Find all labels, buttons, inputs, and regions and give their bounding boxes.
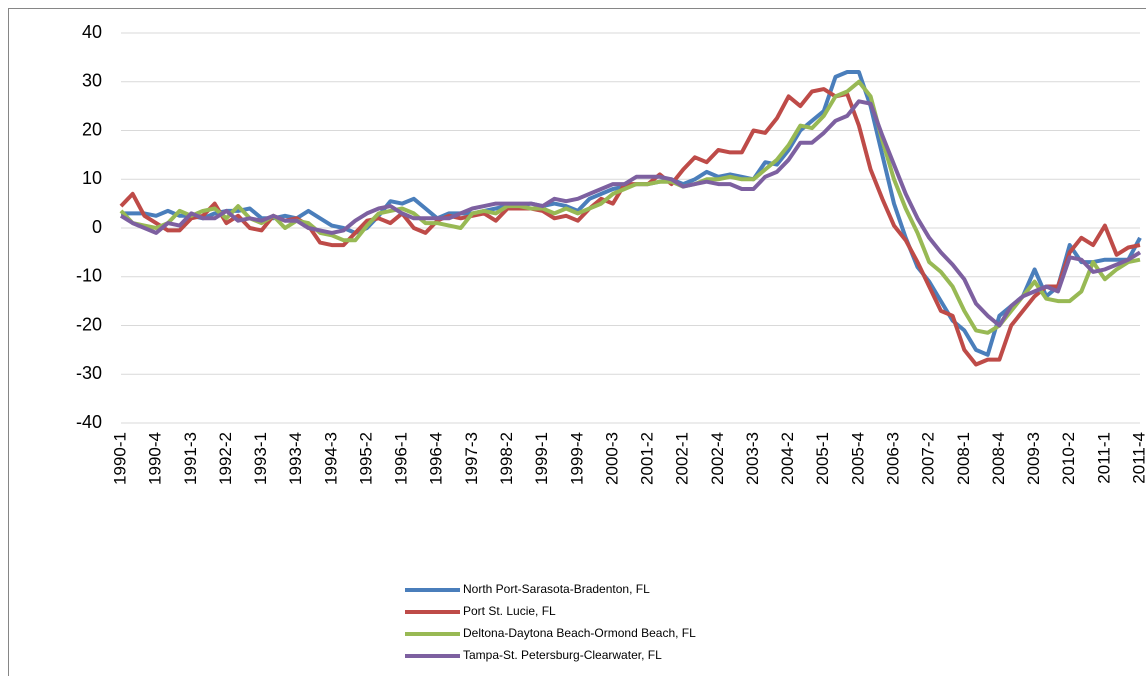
x-tick-label: 2011-4 <box>1129 432 1146 484</box>
series-line <box>121 101 1140 325</box>
x-tick-label: 1997-3 <box>462 432 481 485</box>
y-tick-label: 0 <box>92 217 102 237</box>
x-tick-label: 1999-1 <box>532 432 551 485</box>
x-tick-label: 1996-4 <box>427 432 446 485</box>
legend-label: Deltona-Daytona Beach-Ormond Beach, FL <box>463 626 696 640</box>
legend-label: Port St. Lucie, FL <box>463 604 556 618</box>
x-tick-label: 1998-2 <box>497 432 516 485</box>
x-tick-label: 2010-2 <box>1059 432 1078 485</box>
legend-label: Tampa-St. Petersburg-Clearwater, FL <box>463 648 662 662</box>
x-tick-label: 2005-4 <box>848 432 867 485</box>
x-tick-label: 2003-3 <box>743 432 762 485</box>
x-tick-label: 1990-4 <box>146 432 165 485</box>
x-tick-label: 1990-1 <box>110 432 129 485</box>
x-tick-label: 1996-1 <box>392 432 411 485</box>
x-tick-label: 2002-1 <box>673 432 692 485</box>
x-tick-label: 2006-3 <box>884 432 903 485</box>
x-tick-label: 1995-2 <box>356 432 375 485</box>
x-tick-label: 2000-3 <box>602 432 621 485</box>
x-tick-label: 2002-4 <box>708 432 727 485</box>
y-tick-label: 20 <box>82 119 102 139</box>
series-line <box>121 82 1140 333</box>
x-tick-label: 1992-2 <box>216 432 235 485</box>
x-tick-label: 2008-4 <box>989 432 1008 485</box>
y-tick-label: -40 <box>76 412 102 432</box>
y-tick-label: 40 <box>82 22 102 42</box>
x-tick-label: 1993-1 <box>251 432 270 485</box>
x-tick-label: 2007-2 <box>919 432 938 485</box>
chart-frame <box>9 9 1146 677</box>
y-tick-label: 30 <box>82 71 102 91</box>
y-tick-label: -20 <box>76 314 102 334</box>
y-tick-label: 10 <box>82 168 102 188</box>
x-tick-label: 2004-2 <box>778 432 797 485</box>
x-tick-label: 2005-1 <box>813 432 832 485</box>
x-tick-label: 1999-4 <box>567 432 586 485</box>
legend-label: North Port-Sarasota-Bradenton, FL <box>463 582 650 596</box>
x-tick-label: 2001-2 <box>638 432 657 485</box>
x-tick-label: 1994-3 <box>321 432 340 485</box>
x-tick-label: 2009-3 <box>1024 432 1043 485</box>
y-tick-label: -10 <box>76 266 102 286</box>
y-tick-label: -30 <box>76 363 102 383</box>
x-tick-label: 2008-1 <box>954 432 973 485</box>
x-tick-label: 1991-3 <box>181 432 200 485</box>
x-tick-label: 1993-4 <box>286 432 305 485</box>
x-tick-label: 2011-1 <box>1094 432 1113 484</box>
